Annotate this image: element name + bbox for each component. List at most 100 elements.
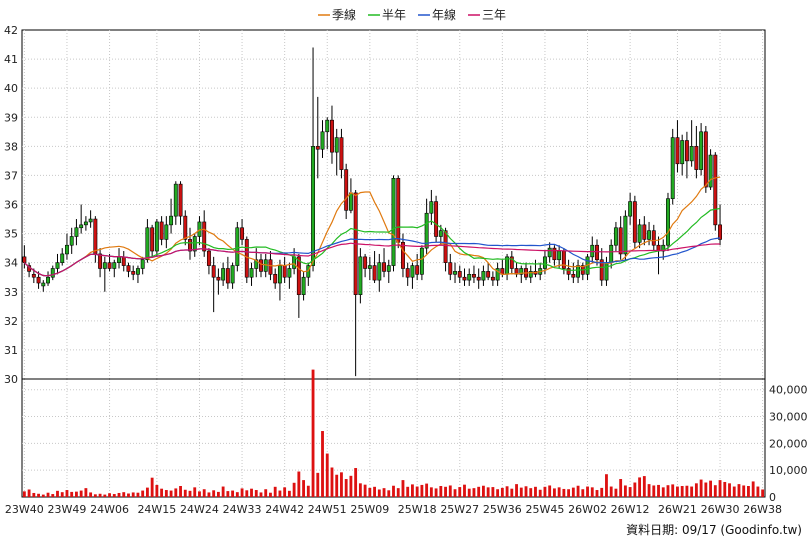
volume-bar	[250, 488, 253, 497]
candle-body	[599, 259, 604, 281]
volume-bar	[623, 485, 627, 497]
volume-bar	[429, 487, 433, 497]
volume-bar	[117, 492, 121, 497]
volume-bar	[335, 474, 339, 497]
candle-body	[334, 137, 339, 153]
volume-bar	[174, 488, 178, 497]
candle-body	[74, 227, 79, 237]
candle-body	[131, 271, 136, 275]
volume-bar	[179, 486, 182, 497]
candle-body	[410, 265, 415, 278]
candle-body	[471, 273, 476, 278]
price-tick-label: 37	[4, 169, 18, 182]
candle-body	[689, 146, 694, 162]
candle-body	[79, 224, 84, 229]
price-tick-label: 32	[4, 315, 18, 328]
volume-bar	[287, 490, 291, 497]
candle-body	[83, 221, 88, 226]
candle-body	[221, 268, 226, 281]
volume-bar	[496, 489, 500, 497]
volume-bar	[728, 483, 731, 497]
candle-body	[102, 262, 107, 269]
volume-bar	[150, 477, 154, 497]
volume-bar	[590, 487, 594, 497]
candle-body	[675, 137, 680, 165]
candle-body	[443, 230, 448, 263]
volume-bar	[93, 494, 97, 497]
volume-bar	[709, 480, 712, 497]
volume-bar	[330, 467, 334, 497]
volume-bar	[306, 485, 310, 497]
candle-body	[713, 154, 718, 226]
candle-body	[457, 271, 462, 278]
candle-body	[301, 276, 306, 295]
candle-body	[22, 256, 27, 263]
candle-body	[718, 224, 722, 240]
candle-body	[244, 239, 249, 278]
volume-bar	[666, 485, 670, 497]
candle-body	[348, 192, 353, 211]
volume-bar	[392, 485, 395, 497]
volume-bar	[169, 490, 173, 497]
volume-panel: 0 10,000 20,000 30,000 40,000	[21, 369, 808, 504]
volume-bar	[633, 482, 637, 497]
candle-body	[282, 265, 287, 278]
candle-body	[159, 221, 164, 240]
candle-body	[684, 140, 689, 162]
candle-body	[547, 247, 552, 258]
volume-bar	[434, 488, 438, 497]
candle-body	[481, 271, 486, 281]
candle-body	[694, 146, 699, 170]
volume-bar	[193, 487, 197, 497]
candle-body	[325, 119, 330, 133]
candle-body	[98, 253, 103, 269]
candle-body	[486, 271, 491, 278]
volume-bar	[510, 488, 514, 497]
candle-body	[453, 271, 457, 275]
candle-body	[509, 256, 514, 269]
candle-body	[647, 230, 652, 240]
volume-bar	[756, 486, 760, 497]
candle-body	[88, 218, 93, 223]
candle-body	[708, 154, 713, 188]
x-tick-label: 24W33	[223, 503, 262, 516]
candle-body	[330, 119, 334, 153]
candle-body	[154, 221, 159, 252]
candle-body	[405, 268, 410, 278]
candle-body	[65, 244, 69, 255]
chart-legend: 季線 半年 年線 三年	[318, 7, 506, 22]
x-tick-label: 23W40	[5, 503, 44, 516]
volume-bar	[22, 491, 26, 497]
candle-body	[424, 212, 429, 249]
candle-body	[225, 268, 230, 284]
candle-body	[680, 140, 685, 165]
candle-body	[188, 239, 192, 252]
candle-body	[618, 227, 623, 255]
volume-bar	[198, 491, 201, 497]
volume-bar	[685, 485, 689, 497]
volume-plot-frame	[21, 378, 766, 498]
candle-body	[552, 247, 557, 261]
volume-bar	[491, 487, 495, 497]
volume-bar	[472, 488, 476, 497]
volume-bar	[103, 494, 107, 497]
x-tick-label: 25W45	[526, 503, 565, 516]
candle-body	[69, 236, 74, 246]
volume-bar	[202, 489, 206, 497]
price-panel: 30 31 32 33 34 35 36 37 38 39 40 41 42	[4, 24, 766, 386]
volume-bar	[37, 493, 40, 497]
candle-body	[699, 131, 704, 170]
volume-bar	[316, 472, 320, 497]
x-tick-label: 25W27	[440, 503, 479, 516]
volume-bar	[122, 492, 126, 497]
candle-body	[438, 230, 443, 237]
volume-bar	[212, 490, 216, 497]
candle-body	[604, 262, 609, 281]
candle-body	[240, 227, 245, 240]
candle-body	[542, 256, 547, 269]
candle-body	[55, 262, 60, 269]
volume-bar	[576, 485, 580, 497]
volume-bar	[387, 490, 391, 497]
volume-bar	[278, 490, 282, 497]
volume-bar	[131, 492, 135, 497]
